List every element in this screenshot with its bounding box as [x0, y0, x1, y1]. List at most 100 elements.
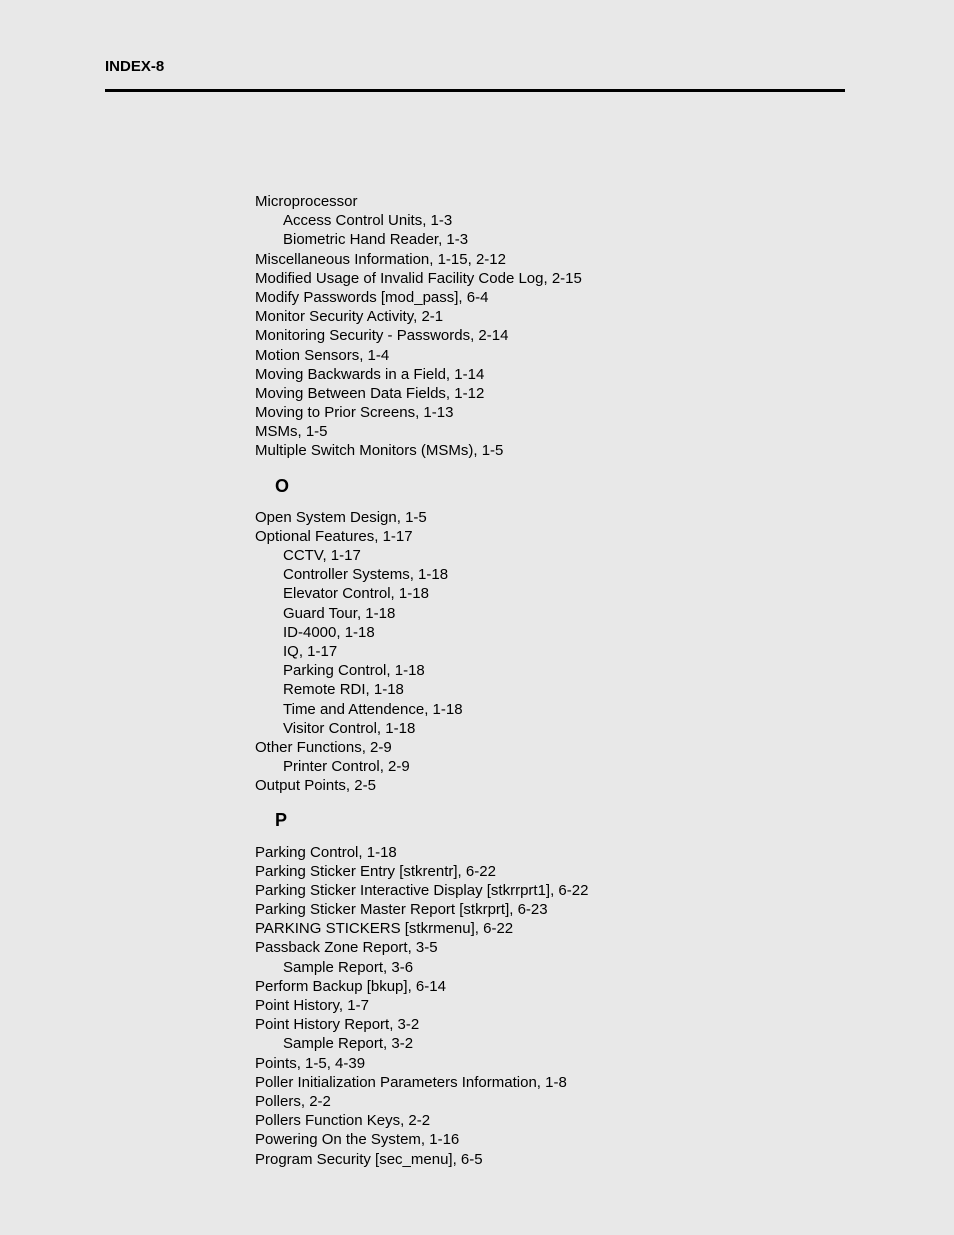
index-entry: Access Control Units, 1-3 — [255, 211, 954, 230]
index-entry-text: Point History Report, — [255, 1016, 393, 1033]
index-entry-text: IQ, — [283, 643, 303, 660]
index-entry-refs: 3-5 — [412, 939, 438, 956]
index-entry: Optional Features, 1-17 — [255, 527, 954, 546]
index-entry-text: Parking Control, — [255, 844, 363, 861]
index-entry: Points, 1-5, 4-39 — [255, 1054, 954, 1073]
index-entry-text: Elevator Control, — [283, 585, 395, 602]
index-entry: Program Security [sec_menu], 6-5 — [255, 1150, 954, 1169]
index-entry-text: Modified Usage of Invalid Facility Code … — [255, 270, 548, 287]
index-entry: Parking Control, 1-18 — [255, 843, 954, 862]
index-entry-text: Poller Initialization Parameters Informa… — [255, 1074, 541, 1091]
index-entry-text: Program Security [sec_menu], — [255, 1151, 457, 1168]
index-entry: Modify Passwords [mod_pass], 6-4 — [255, 288, 954, 307]
index-entry-text: Remote RDI, — [283, 681, 370, 698]
index-entry: Output Points, 2-5 — [255, 776, 954, 795]
index-entry-text: Microprocessor — [255, 193, 358, 210]
index-entry-text: Powering On the System, — [255, 1131, 425, 1148]
index-entry-refs: 1-17 — [378, 528, 412, 545]
index-entry: Other Functions, 2-9 — [255, 738, 954, 757]
index-entry: Parking Sticker Master Report [stkrprt],… — [255, 900, 954, 919]
index-entry-text: PARKING STICKERS [stkrmenu], — [255, 920, 479, 937]
index-entry-text: ID-4000, — [283, 624, 341, 641]
index-content: MicroprocessorAccess Control Units, 1-3B… — [255, 192, 954, 1169]
index-entry-text: Output Points, — [255, 777, 350, 794]
index-entry-text: Biometric Hand Reader, — [283, 231, 442, 248]
index-entry-text: Open System Design, — [255, 509, 401, 526]
index-entry-refs: 1-18 — [341, 624, 375, 641]
index-entry-refs: 1-18 — [363, 844, 397, 861]
index-entry-refs: 3-2 — [387, 1035, 413, 1052]
index-entry-refs: 2-9 — [384, 758, 410, 775]
index-entry: Point History Report, 3-2 — [255, 1015, 954, 1034]
index-entry-refs: 2-9 — [366, 739, 392, 756]
index-entry-refs: 1-14 — [450, 366, 484, 383]
horizontal-rule — [105, 89, 845, 92]
index-entry-refs: 1-18 — [361, 605, 395, 622]
index-entry: Parking Sticker Entry [stkrentr], 6-22 — [255, 862, 954, 881]
index-entry-refs: 1-5, 4-39 — [301, 1055, 365, 1072]
index-entry-text: Optional Features, — [255, 528, 378, 545]
index-entry-text: Sample Report, — [283, 1035, 387, 1052]
index-entry: Sample Report, 3-2 — [255, 1034, 954, 1053]
index-entry-text: Printer Control, — [283, 758, 384, 775]
index-entry: Modified Usage of Invalid Facility Code … — [255, 269, 954, 288]
index-entry-text: Moving Backwards in a Field, — [255, 366, 450, 383]
index-entry-refs: 2-2 — [404, 1112, 430, 1129]
index-entry-refs: 6-22 — [462, 863, 496, 880]
index-entry: PARKING STICKERS [stkrmenu], 6-22 — [255, 919, 954, 938]
section-letter-o: O — [255, 475, 954, 498]
index-entry-text: Access Control Units, — [283, 212, 426, 229]
index-entry-text: Perform Backup [bkup], — [255, 978, 412, 995]
index-entry-refs: 2-14 — [474, 327, 508, 344]
index-entry-text: CCTV, — [283, 547, 327, 564]
index-entry-text: Pollers, — [255, 1093, 305, 1110]
index-entry: Remote RDI, 1-18 — [255, 680, 954, 699]
index-entry-refs: 1-7 — [343, 997, 369, 1014]
index-entry-refs: 1-17 — [327, 547, 361, 564]
index-entry: Parking Sticker Interactive Display [stk… — [255, 881, 954, 900]
index-entry-text: Miscellaneous Information, — [255, 251, 433, 268]
index-entry: Multiple Switch Monitors (MSMs), 1-5 — [255, 441, 954, 460]
index-entry-refs: 6-22 — [554, 882, 588, 899]
index-entry-text: Moving Between Data Fields, — [255, 385, 450, 402]
index-entry-text: Other Functions, — [255, 739, 366, 756]
index-entry-refs: 2-15 — [548, 270, 582, 287]
section-letter-p: P — [255, 809, 954, 832]
index-entry-text: Visitor Control, — [283, 720, 381, 737]
index-entry-text: Moving to Prior Screens, — [255, 404, 419, 421]
index-entry-refs: 3-2 — [393, 1016, 419, 1033]
index-entry-refs: 1-3 — [442, 231, 468, 248]
index-entry: Microprocessor — [255, 192, 954, 211]
index-entry-text: Controller Systems, — [283, 566, 414, 583]
index-entry-refs: 1-13 — [419, 404, 453, 421]
page-header: INDEX-8 — [105, 58, 954, 75]
index-entry-text: Monitor Security Activity, — [255, 308, 417, 325]
index-entry: Printer Control, 2-9 — [255, 757, 954, 776]
index-entry-text: Parking Sticker Interactive Display [stk… — [255, 882, 554, 899]
index-entry-refs: 1-18 — [414, 566, 448, 583]
index-entry-text: Points, — [255, 1055, 301, 1072]
index-entry: Pollers Function Keys, 2-2 — [255, 1111, 954, 1130]
index-entry-text: Modify Passwords [mod_pass], — [255, 289, 463, 306]
index-entry-refs: 2-5 — [350, 777, 376, 794]
index-entry: Monitor Security Activity, 2-1 — [255, 307, 954, 326]
index-entry-refs: 1-18 — [428, 701, 462, 718]
index-entry-refs: 1-18 — [391, 662, 425, 679]
index-entry-refs: 1-5 — [401, 509, 427, 526]
index-entry-text: Parking Sticker Master Report [stkrprt], — [255, 901, 513, 918]
index-entry-refs: 1-4 — [363, 347, 389, 364]
index-entry: Guard Tour, 1-18 — [255, 604, 954, 623]
index-entry: IQ, 1-17 — [255, 642, 954, 661]
index-entry-text: Pollers Function Keys, — [255, 1112, 404, 1129]
index-entry: Poller Initialization Parameters Informa… — [255, 1073, 954, 1092]
index-entry-refs: 2-1 — [417, 308, 443, 325]
index-entry: Biometric Hand Reader, 1-3 — [255, 230, 954, 249]
index-entry-refs: 1-3 — [426, 212, 452, 229]
index-entry: Time and Attendence, 1-18 — [255, 700, 954, 719]
index-entry: Visitor Control, 1-18 — [255, 719, 954, 738]
index-entry-text: Parking Sticker Entry [stkrentr], — [255, 863, 462, 880]
index-entry: Point History, 1-7 — [255, 996, 954, 1015]
index-entry: Moving Between Data Fields, 1-12 — [255, 384, 954, 403]
index-entry-text: Sample Report, — [283, 959, 387, 976]
index-entry: Sample Report, 3-6 — [255, 958, 954, 977]
